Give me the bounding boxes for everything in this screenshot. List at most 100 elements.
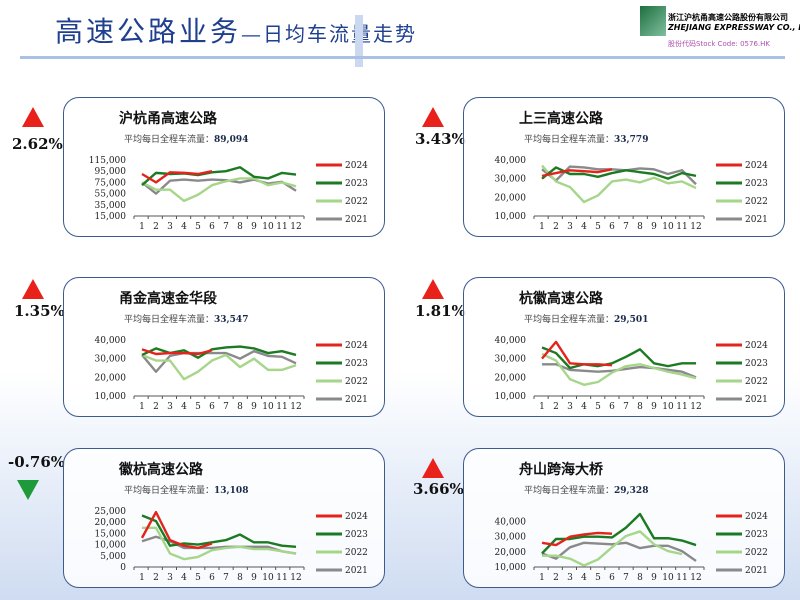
y-tick-label: 20,000 (495, 548, 527, 558)
series-line-2022 (142, 526, 297, 561)
x-tick-label: 5 (595, 222, 601, 232)
x-tick-label: 7 (623, 402, 629, 412)
x-tick-label: 5 (195, 222, 201, 232)
x-tick-label: 2 (153, 222, 159, 232)
average-value: 29,328 (614, 486, 649, 496)
x-tick-label: 9 (251, 573, 257, 583)
x-tick-label: 8 (237, 573, 243, 583)
traffic-chart-panel: 徽杭高速公路 平均每日全程车流量：13,108 25,000 20,000 15,000… (63, 448, 385, 588)
x-tick-label: 2 (553, 573, 559, 583)
y-tick-label: 10,000 (495, 392, 527, 402)
average-value: 33,779 (614, 135, 649, 145)
average-label: 平均每日全程车流量： (124, 315, 215, 325)
series-line-2021 (141, 178, 297, 195)
legend-label: 2022 (345, 197, 368, 207)
x-tick-label: 11 (276, 573, 287, 583)
legend-label: 2023 (345, 530, 368, 540)
x-tick-label: 3 (567, 222, 573, 232)
traffic-chart-panel: 舟山跨海大桥 平均每日全程车流量：29,328 40,000 30,000 20,000… (463, 448, 785, 588)
x-tick-label: 2 (153, 402, 159, 412)
y-tick-label: 20,000 (495, 373, 527, 383)
trend-up-icon (22, 107, 44, 127)
x-tick-label: 3 (167, 573, 173, 583)
x-tick-label: 3 (167, 402, 173, 412)
legend-label: 2023 (345, 179, 368, 189)
stock-code: 股份代码Stock Code: 0576.HK (668, 40, 770, 48)
x-tick-label: 9 (651, 573, 657, 583)
x-tick-label: 7 (623, 222, 629, 232)
series-line-2024 (541, 168, 613, 178)
series-line-2024 (140, 510, 213, 550)
x-tick-label: 8 (637, 222, 643, 232)
y-tick-label: 15,000 (95, 529, 127, 539)
x-tick-label: 10 (662, 402, 674, 412)
x-tick-label: 10 (262, 573, 274, 583)
series-line-2024 (141, 348, 213, 356)
x-tick-label: 1 (139, 222, 145, 232)
x-tick-label: 4 (181, 402, 187, 412)
x-tick-label: 8 (237, 222, 243, 232)
y-tick-label: 40,000 (495, 336, 527, 346)
average-value: 89,094 (214, 135, 249, 145)
x-tick-label: 6 (609, 222, 615, 232)
chart-subtitle: 平均每日全程车流量：29,328 (524, 483, 648, 496)
series-line-2024 (541, 340, 613, 367)
x-tick-label: 3 (567, 402, 573, 412)
legend-label: 2021 (345, 395, 368, 405)
company-logo: 浙江沪杭甬高速公路股份有限公司 ZHEJIANG EXPRESSWAY CO.,… (640, 6, 800, 50)
legend-label: 2022 (745, 197, 768, 207)
page-title: 高速公路业务—日均车流量走势 (55, 10, 417, 50)
trend-up-icon (422, 107, 444, 127)
x-tick-label: 1 (139, 402, 145, 412)
y-tick-label: 20,000 (95, 373, 127, 383)
y-tick-label: 15,000 (95, 212, 127, 222)
y-tick-label: 40,000 (495, 156, 527, 166)
x-tick-label: 5 (595, 573, 601, 583)
legend-label: 2022 (745, 548, 768, 558)
average-value: 33,547 (214, 315, 249, 325)
legend-label: 2021 (745, 215, 768, 225)
x-tick-label: 12 (690, 573, 701, 583)
x-tick-label: 10 (262, 222, 274, 232)
x-tick-label: 2 (153, 573, 159, 583)
y-tick-label: 10,000 (95, 541, 127, 551)
x-tick-label: 1 (539, 222, 545, 232)
chart-title: 上三高速公路 (519, 111, 603, 127)
x-tick-label: 12 (290, 222, 301, 232)
x-tick-label: 1 (139, 573, 145, 583)
legend-label: 2023 (345, 359, 368, 369)
x-tick-label: 12 (290, 402, 301, 412)
x-tick-label: 9 (651, 402, 657, 412)
y-tick-label: 115,000 (89, 156, 126, 166)
traffic-chart-panel: 沪杭甬高速公路 平均每日全程车流量：89,094 115,000 95,000 75,0… (63, 97, 385, 237)
legend-label: 2022 (345, 548, 368, 558)
x-tick-label: 6 (609, 402, 615, 412)
trend-up-icon (22, 279, 44, 299)
series-line-2021 (541, 165, 697, 186)
x-tick-label: 8 (237, 402, 243, 412)
x-tick-label: 10 (262, 402, 274, 412)
series-line-2022 (141, 353, 297, 381)
x-tick-label: 12 (690, 402, 701, 412)
x-tick-label: 7 (223, 222, 229, 232)
x-tick-label: 1 (539, 402, 545, 412)
title-sub: —日均车流量走势 (241, 22, 418, 46)
legend-label: 2024 (345, 512, 368, 522)
legend-label: 2023 (745, 359, 768, 369)
series-line-2023 (541, 166, 697, 180)
legend-label: 2022 (345, 377, 368, 387)
legend-label: 2023 (745, 179, 768, 189)
legend-label: 2021 (345, 215, 368, 225)
legend-label: 2021 (345, 566, 368, 576)
title-main: 高速公路业务 (55, 15, 242, 48)
logo-cn-text: 浙江沪杭甬高速公路股份有限公司 (668, 13, 788, 22)
average-label: 平均每日全程车流量： (524, 486, 615, 496)
y-tick-label: 30,000 (95, 355, 127, 365)
chart-subtitle: 平均每日全程车流量：29,501 (524, 312, 648, 325)
traffic-chart-panel: 甬金高速金华段 平均每日全程车流量：33,547 40,000 30,000 20,00… (63, 277, 385, 417)
series-line-2024 (141, 170, 213, 184)
